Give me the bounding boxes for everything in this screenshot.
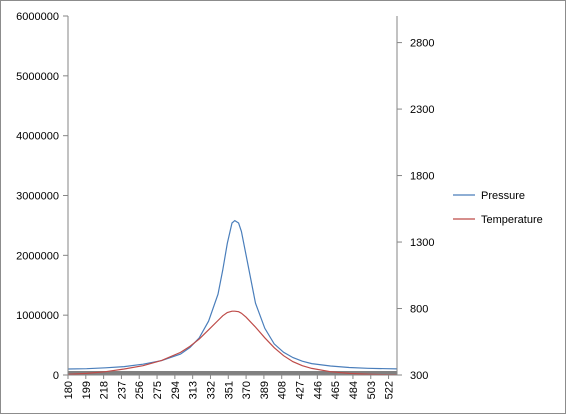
x-tick-label: 180 bbox=[63, 381, 75, 399]
series-line-pressure bbox=[67, 219, 398, 370]
y-right-tick-label: 2800 bbox=[410, 38, 434, 50]
y-right-tick-label: 300 bbox=[410, 370, 428, 382]
plot-area bbox=[67, 219, 398, 376]
x-tick-label: 465 bbox=[330, 381, 342, 399]
y-left-tick-label: 1000000 bbox=[16, 310, 59, 322]
axes: 0 1000000 2000000 3000000 4000000 5000000 6000… bbox=[16, 11, 434, 399]
x-tick-label: 522 bbox=[384, 381, 396, 399]
x-tick-label: 484 bbox=[348, 381, 360, 399]
y-left-tick-label: 3000000 bbox=[16, 191, 59, 203]
y-right-tick-label: 2300 bbox=[410, 104, 434, 116]
x-tick-label: 237 bbox=[116, 381, 128, 399]
y-left-tick-label: 4000000 bbox=[16, 131, 59, 143]
x-tick-label: 256 bbox=[134, 381, 146, 399]
y-right-tick-label: 1300 bbox=[410, 237, 434, 249]
x-tick-label: 332 bbox=[205, 381, 217, 399]
x-tick-label: 294 bbox=[170, 381, 182, 399]
legend-label-temperature: Temperature bbox=[481, 214, 543, 226]
x-axis-band bbox=[68, 371, 397, 375]
x-tick-label: 370 bbox=[241, 381, 253, 399]
x-tick-label: 351 bbox=[223, 381, 235, 399]
x-tick-label: 199 bbox=[81, 381, 93, 399]
x-tick-label: 446 bbox=[312, 381, 324, 399]
y-right-tick-label: 1800 bbox=[410, 171, 434, 183]
y-left-tick-label: 0 bbox=[53, 370, 59, 382]
y-left-tick-label: 6000000 bbox=[16, 11, 59, 23]
y-left-tick-label: 2000000 bbox=[16, 250, 59, 262]
x-tick-label: 503 bbox=[366, 381, 378, 399]
x-tick-label: 389 bbox=[259, 381, 271, 399]
legend-label-pressure: Pressure bbox=[481, 190, 525, 202]
x-tick-label: 275 bbox=[152, 381, 164, 399]
y-left-tick-label: 5000000 bbox=[16, 71, 59, 83]
x-tick-label: 313 bbox=[188, 381, 200, 399]
y-right-tick-label: 800 bbox=[410, 304, 428, 316]
series-line-temperature bbox=[67, 310, 398, 376]
x-tick-label: 408 bbox=[277, 381, 289, 399]
x-tick-label: 427 bbox=[295, 381, 307, 399]
x-tick-label: 218 bbox=[99, 381, 111, 399]
legend: Pressure Temperature bbox=[453, 190, 543, 226]
